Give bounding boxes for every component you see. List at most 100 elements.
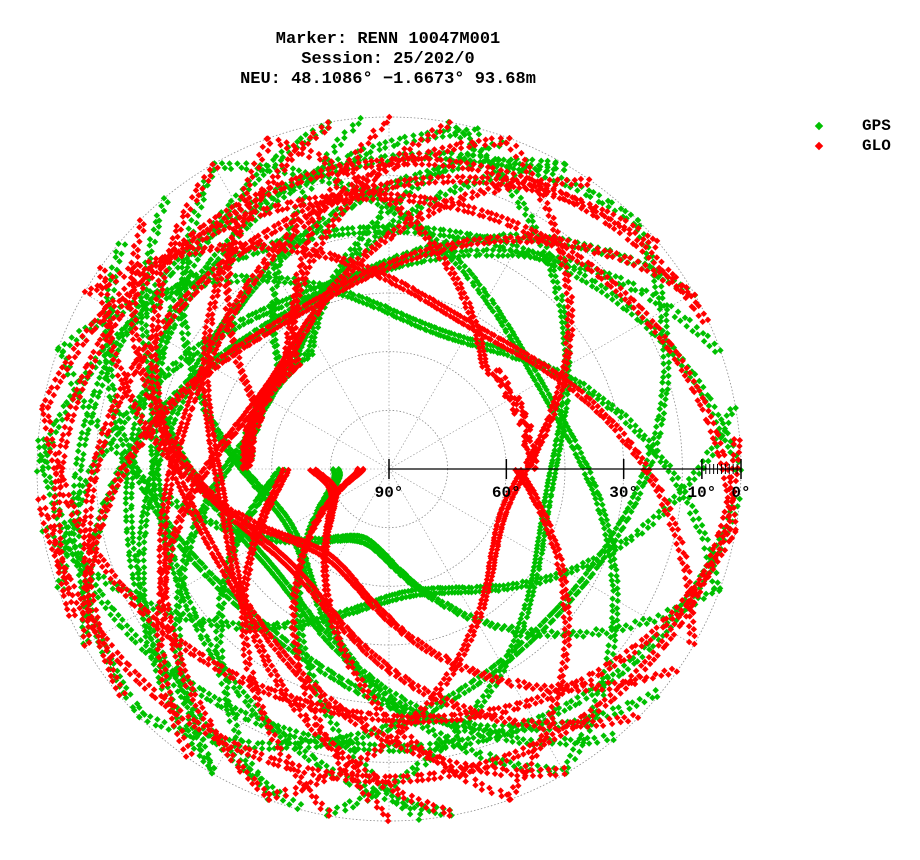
data-point-gps [657, 318, 664, 325]
data-point-gps [569, 746, 577, 753]
data-point-gps [289, 796, 297, 804]
data-point-gps [665, 364, 672, 372]
data-point-gps [658, 453, 666, 461]
data-point-gps [614, 577, 621, 585]
data-point-gps [74, 447, 82, 455]
data-point-gps [350, 230, 358, 237]
data-point-gps [193, 219, 200, 227]
data-point-gps [152, 722, 160, 729]
data-point-gps [331, 809, 339, 817]
data-point-gps [227, 165, 235, 173]
grid-radial [212, 164, 390, 470]
data-point-gps [178, 329, 186, 337]
data-point-gps [692, 523, 700, 530]
data-point-gps [334, 156, 342, 163]
data-point-gps [659, 294, 666, 302]
data-point-gps [123, 513, 130, 521]
data-point-gps [640, 435, 647, 443]
data-point-gps [593, 500, 601, 507]
position-title: NEU: 48.1086° −1.6673° 93.68m [240, 70, 536, 89]
data-point-gps [281, 279, 289, 286]
data-point-gps [128, 512, 135, 520]
data-point-gps [652, 686, 659, 694]
data-point-gps [140, 557, 147, 564]
data-point-gps [107, 611, 114, 619]
data-point-gps [75, 327, 83, 335]
data-point-gps [673, 482, 680, 489]
data-point-gps [345, 230, 352, 238]
data-point-gps [659, 374, 667, 381]
data-point-gps [656, 405, 664, 413]
data-point-gps [80, 397, 88, 405]
data-point-gps [651, 283, 659, 291]
data-point-gps [81, 441, 89, 449]
data-point-gps [287, 279, 295, 287]
session-title: Session: 25/202/0 [301, 50, 475, 69]
data-point-gps [665, 468, 672, 475]
data-point-gps [426, 740, 434, 748]
data-point-gps [693, 323, 701, 331]
data-point-gps [653, 693, 661, 701]
data-point-gps [310, 279, 317, 287]
data-point-gps [123, 622, 131, 629]
data-point-gps [292, 728, 300, 735]
data-point-gps [574, 694, 581, 701]
data-point-gps [180, 335, 187, 343]
data-point-gps [580, 380, 588, 388]
data-point-gps [333, 804, 341, 811]
data-point-gps [685, 494, 693, 501]
data-point-gps [79, 456, 86, 463]
data-point-gps [129, 431, 136, 438]
data-point-gps [552, 441, 559, 449]
data-point-gps [475, 738, 482, 746]
data-point-gps [123, 684, 130, 692]
data-point-gps [325, 179, 333, 187]
data-point-gps [226, 717, 233, 725]
data-point-gps [44, 484, 52, 491]
data-point-gps [468, 746, 476, 754]
data-point-gps [657, 458, 664, 466]
data-point-gps [297, 800, 305, 808]
data-point-gps [617, 413, 625, 421]
data-point-gps [671, 499, 678, 506]
data-point-gps [73, 455, 81, 463]
data-point-gps [323, 762, 330, 770]
data-point-gps [632, 286, 639, 294]
data-point-gps [138, 518, 145, 526]
data-point-gps [549, 170, 556, 178]
data-point-gps [102, 580, 109, 587]
data-point-gps [563, 758, 571, 766]
data-point-gps [701, 529, 709, 537]
data-point-gps [566, 752, 574, 760]
data-point-gps [122, 489, 130, 497]
data-point-gps [198, 692, 205, 700]
data-point-gps [663, 323, 670, 330]
data-point-gps [164, 365, 172, 372]
data-point-gps [294, 805, 301, 813]
data-point-gps [592, 625, 600, 633]
data-point-gps [660, 360, 667, 368]
data-point-gps [628, 311, 636, 318]
data-point-gps [129, 571, 136, 578]
data-point-gps [251, 180, 259, 188]
data-point-gps [382, 139, 389, 146]
data-point-gps [696, 377, 703, 385]
data-point-gps [360, 746, 368, 753]
data-point-gps [245, 738, 253, 745]
data-point-gps [218, 160, 226, 167]
data-point-gps [354, 730, 362, 737]
data-point-gps [341, 801, 349, 809]
data-point-gps [85, 403, 93, 410]
data-point-gps [238, 164, 245, 171]
data-point-gps [599, 400, 606, 407]
data-point-gps [126, 557, 134, 564]
data-point-gps [370, 303, 378, 311]
data-point-gps [346, 798, 353, 805]
data-point-gps [349, 224, 356, 232]
data-point-gps [698, 522, 706, 529]
data-point-gps [622, 419, 630, 427]
data-point-gps [410, 132, 417, 139]
data-point-gps [128, 518, 136, 526]
data-point-gps [79, 403, 87, 411]
